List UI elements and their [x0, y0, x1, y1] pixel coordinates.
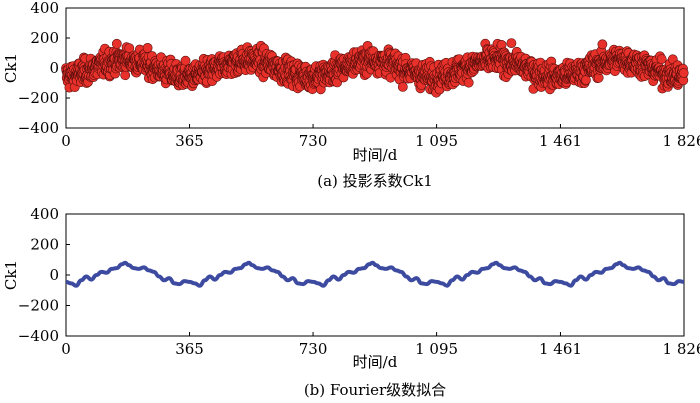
y-axis-label: Ck1 [2, 53, 20, 83]
y-tick-label: −200 [18, 297, 59, 315]
x-tick-label: 730 [299, 132, 328, 150]
scatter-point [463, 77, 474, 88]
scatter-point [124, 43, 135, 53]
scatter-point [397, 82, 408, 92]
x-axis-label: 时间/d [353, 353, 398, 371]
x-tick-label: 1 826 [663, 132, 700, 150]
y-tick-label: 200 [30, 29, 59, 47]
panel-caption: (a) 投影系数Ck1 [317, 172, 433, 190]
x-tick-label: 365 [175, 132, 204, 150]
y-tick-label: −400 [18, 119, 59, 137]
y-tick-label: 0 [49, 266, 59, 284]
y-tick-label: −400 [18, 327, 59, 345]
x-axis-label: 时间/d [353, 146, 398, 164]
x-tick-label: 365 [175, 340, 204, 358]
x-tick-label: 1 095 [415, 340, 458, 358]
x-tick-label: 1 461 [539, 340, 582, 358]
y-tick-label: −200 [18, 89, 59, 107]
y-tick-label: 200 [30, 236, 59, 254]
y-tick-label: 400 [30, 205, 59, 223]
scatter-point [142, 43, 153, 53]
y-axis-label: Ck1 [2, 260, 20, 290]
x-tick-label: 0 [61, 340, 71, 358]
scatter-point [656, 54, 667, 64]
x-tick-label: 1 826 [663, 340, 700, 358]
y-tick-label: 400 [30, 0, 59, 17]
x-tick-label: 1 095 [415, 132, 458, 150]
scatter-point [111, 38, 122, 49]
panel-caption: (b) Fourier级数拟合 [304, 381, 446, 399]
x-tick-label: 0 [61, 132, 71, 150]
scatter-series [61, 38, 689, 98]
fourier-fit-line [65, 260, 685, 288]
x-tick-label: 730 [299, 340, 328, 358]
x-tick-label: 1 461 [539, 132, 582, 150]
y-tick-label: 0 [49, 59, 59, 77]
scatter-point [678, 68, 689, 78]
scatter-point [180, 55, 191, 66]
scatter-point [506, 38, 517, 48]
scatter-point [597, 39, 608, 50]
